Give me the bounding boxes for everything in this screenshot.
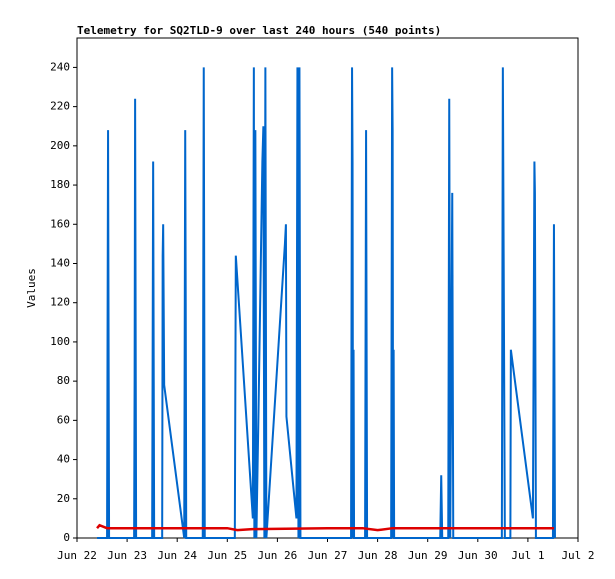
y-tick-label: 240 (50, 60, 70, 73)
y-tick-label: 40 (57, 453, 70, 466)
x-tick-label: Jun 27 (308, 549, 348, 562)
y-tick-label: 220 (50, 100, 70, 113)
x-tick-label: Jun 29 (408, 549, 448, 562)
chart-title: Telemetry for SQ2TLD-9 over last 240 hou… (77, 24, 441, 37)
x-tick-label: Jun 30 (458, 549, 498, 562)
y-tick-label: 0 (63, 531, 70, 544)
data-line (97, 67, 556, 539)
x-tick-label: Jul 2 (561, 549, 594, 562)
y-tick-label: 140 (50, 256, 70, 269)
x-tick-label: Jun 25 (207, 549, 247, 562)
y-tick-label: 100 (50, 335, 70, 348)
data-line (96, 523, 554, 532)
y-tick-label: 80 (57, 374, 70, 387)
y-tick-label: 160 (50, 217, 70, 230)
x-tick-label: Jun 26 (258, 549, 298, 562)
x-tick-label: Jun 23 (107, 549, 147, 562)
y-tick-label: 60 (57, 413, 70, 426)
y-tick-label: 200 (50, 139, 70, 152)
y-tick-label: 180 (50, 178, 70, 191)
y-tick-label: 120 (50, 296, 70, 309)
y-tick-label: 20 (57, 492, 70, 505)
x-tick-label: Jun 22 (57, 549, 97, 562)
x-tick-label: Jul 1 (511, 549, 544, 562)
y-axis-label: Values (25, 268, 38, 308)
x-tick-label: Jun 28 (358, 549, 398, 562)
x-tick-label: Jun 24 (157, 549, 197, 562)
